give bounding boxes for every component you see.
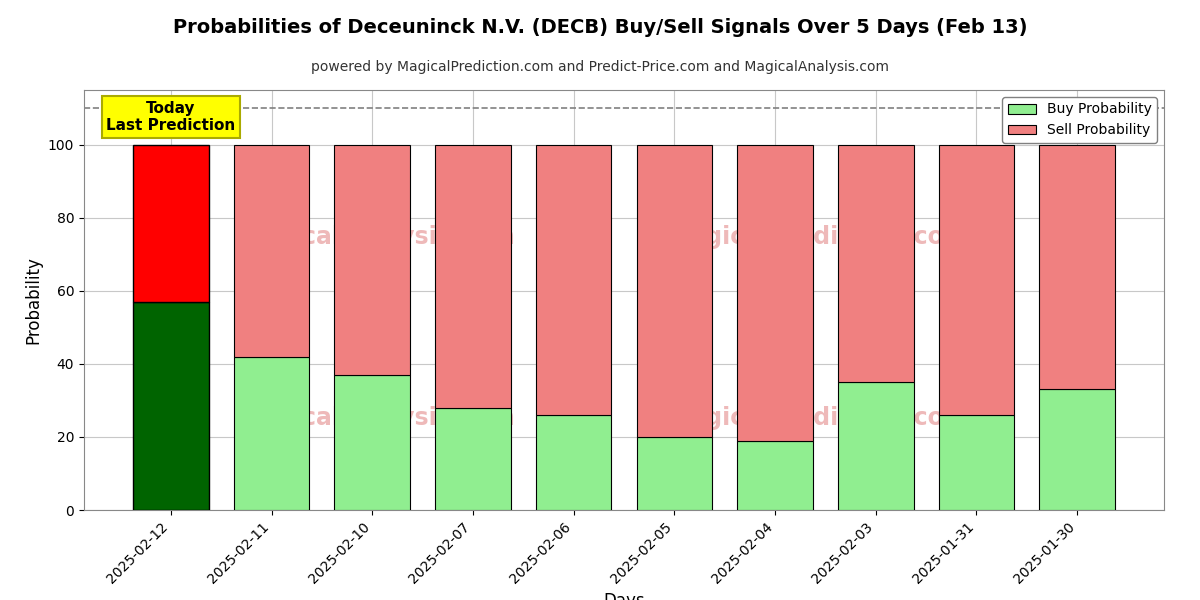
Bar	[536, 415, 612, 510]
Bar	[636, 145, 712, 437]
Bar	[335, 375, 410, 510]
Bar	[436, 145, 511, 408]
Bar	[335, 145, 410, 375]
Bar	[436, 408, 511, 510]
Bar	[133, 302, 209, 510]
Legend: Buy Probability, Sell Probability: Buy Probability, Sell Probability	[1002, 97, 1157, 143]
Text: calAnalysis.com: calAnalysis.com	[301, 225, 515, 249]
Bar	[234, 145, 310, 356]
Bar	[737, 145, 812, 440]
Bar	[536, 145, 612, 415]
Bar	[938, 145, 1014, 415]
Text: powered by MagicalPrediction.com and Predict-Price.com and MagicalAnalysis.com: powered by MagicalPrediction.com and Pre…	[311, 60, 889, 74]
Bar	[737, 440, 812, 510]
Bar	[1039, 389, 1115, 510]
Text: Probabilities of Deceuninck N.V. (DECB) Buy/Sell Signals Over 5 Days (Feb 13): Probabilities of Deceuninck N.V. (DECB) …	[173, 18, 1027, 37]
Text: calAnalysis.com: calAnalysis.com	[301, 406, 515, 430]
Text: Today
Last Prediction: Today Last Prediction	[107, 101, 235, 133]
Bar	[133, 145, 209, 302]
Bar	[234, 356, 310, 510]
Bar	[838, 145, 913, 382]
Y-axis label: Probability: Probability	[24, 256, 42, 344]
Bar	[1039, 145, 1115, 389]
Bar	[838, 382, 913, 510]
Text: MagicalPrediction.com: MagicalPrediction.com	[667, 406, 970, 430]
Bar	[636, 437, 712, 510]
Bar	[938, 415, 1014, 510]
X-axis label: Days: Days	[604, 592, 644, 600]
Text: MagicalPrediction.com: MagicalPrediction.com	[667, 225, 970, 249]
